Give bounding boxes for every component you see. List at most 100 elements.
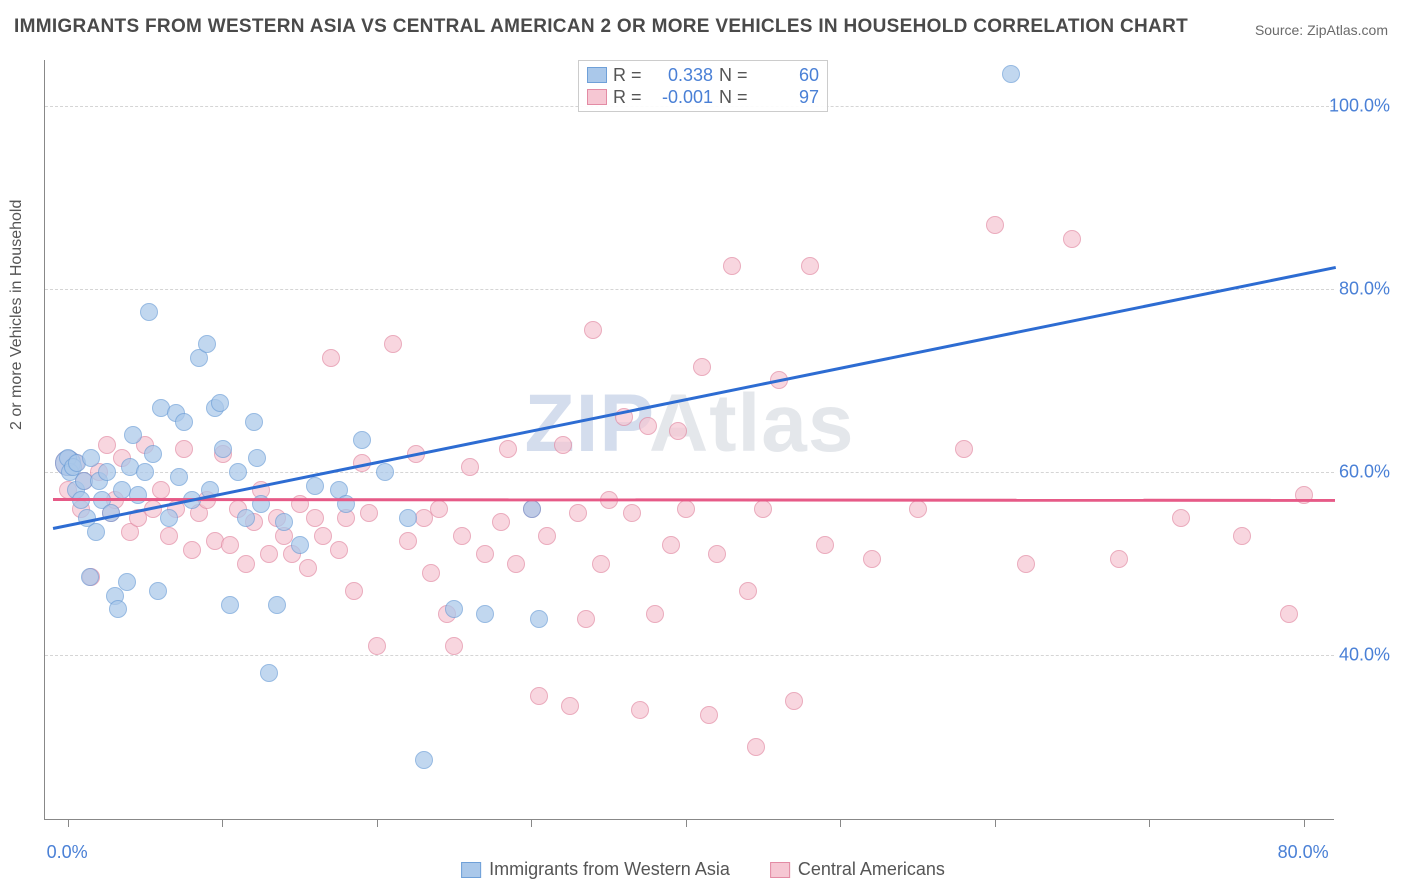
correlation-legend-row-pink: R = -0.001 N = 97: [587, 86, 819, 108]
scatter-point-pink: [1280, 605, 1298, 623]
scatter-point-pink: [422, 564, 440, 582]
scatter-point-pink: [399, 532, 417, 550]
legend-n-value-blue: 60: [755, 64, 819, 86]
scatter-point-pink: [237, 555, 255, 573]
scatter-point-pink: [708, 545, 726, 563]
scatter-point-pink: [554, 436, 572, 454]
scatter-point-blue: [306, 477, 324, 495]
legend-r-label: R =: [613, 64, 643, 86]
scatter-point-pink: [863, 550, 881, 568]
scatter-point-blue: [214, 440, 232, 458]
scatter-point-pink: [662, 536, 680, 554]
scatter-point-pink: [530, 687, 548, 705]
legend-swatch-pink: [770, 862, 790, 878]
scatter-point-pink: [669, 422, 687, 440]
legend-n-value-pink: 97: [755, 86, 819, 108]
scatter-point-pink: [1017, 555, 1035, 573]
scatter-point-pink: [646, 605, 664, 623]
series-legend-label-blue: Immigrants from Western Asia: [489, 859, 730, 880]
scatter-point-pink: [955, 440, 973, 458]
scatter-point-blue: [175, 413, 193, 431]
x-tick: [531, 819, 532, 827]
x-tick: [1149, 819, 1150, 827]
scatter-point-pink: [1172, 509, 1190, 527]
scatter-point-blue: [445, 600, 463, 618]
legend-swatch-blue: [587, 67, 607, 83]
scatter-point-blue: [87, 523, 105, 541]
scatter-point-pink: [299, 559, 317, 577]
scatter-point-blue: [160, 509, 178, 527]
scatter-point-pink: [639, 417, 657, 435]
scatter-point-blue: [291, 536, 309, 554]
scatter-point-pink: [183, 541, 201, 559]
scatter-point-pink: [577, 610, 595, 628]
correlation-legend: R = 0.338 N = 60 R = -0.001 N = 97: [578, 60, 828, 112]
y-axis-label: 2 or more Vehicles in Household: [8, 200, 26, 430]
scatter-point-blue: [211, 394, 229, 412]
scatter-point-blue: [221, 596, 239, 614]
x-tick: [222, 819, 223, 827]
scatter-point-pink: [785, 692, 803, 710]
scatter-point-blue: [82, 449, 100, 467]
series-legend-item-pink: Central Americans: [770, 859, 945, 880]
scatter-point-pink: [453, 527, 471, 545]
scatter-point-pink: [160, 527, 178, 545]
scatter-point-pink: [98, 436, 116, 454]
y-tick-label: 40.0%: [1339, 645, 1390, 666]
scatter-point-pink: [623, 504, 641, 522]
scatter-point-pink: [445, 637, 463, 655]
scatter-point-pink: [152, 481, 170, 499]
scatter-point-blue: [144, 445, 162, 463]
scatter-point-pink: [345, 582, 363, 600]
scatter-point-blue: [98, 463, 116, 481]
scatter-point-blue: [245, 413, 263, 431]
scatter-point-pink: [476, 545, 494, 563]
scatter-point-pink: [754, 500, 772, 518]
scatter-point-pink: [677, 500, 695, 518]
y-tick-label: 100.0%: [1329, 95, 1390, 116]
scatter-point-pink: [1063, 230, 1081, 248]
scatter-point-pink: [492, 513, 510, 531]
plot-area: ZIPAtlas: [44, 60, 1334, 820]
scatter-point-blue: [198, 335, 216, 353]
correlation-legend-row-blue: R = 0.338 N = 60: [587, 64, 819, 86]
y-tick-label: 80.0%: [1339, 278, 1390, 299]
scatter-point-blue: [260, 664, 278, 682]
scatter-point-pink: [360, 504, 378, 522]
scatter-point-pink: [430, 500, 448, 518]
scatter-point-pink: [314, 527, 332, 545]
legend-swatch-blue: [461, 862, 481, 878]
x-tick: [1304, 819, 1305, 827]
scatter-point-pink: [175, 440, 193, 458]
scatter-point-blue: [140, 303, 158, 321]
legend-n-label: N =: [719, 86, 749, 108]
scatter-point-pink: [631, 701, 649, 719]
scatter-point-pink: [221, 536, 239, 554]
legend-r-label: R =: [613, 86, 643, 108]
y-tick-label: 60.0%: [1339, 462, 1390, 483]
gridline-h: [45, 289, 1334, 290]
trend-line-pink: [53, 498, 1335, 501]
x-tick: [686, 819, 687, 827]
scatter-point-pink: [499, 440, 517, 458]
scatter-point-blue: [399, 509, 417, 527]
watermark: ZIPAtlas: [525, 377, 855, 471]
scatter-point-pink: [561, 697, 579, 715]
legend-r-value-blue: 0.338: [649, 64, 713, 86]
scatter-point-pink: [700, 706, 718, 724]
scatter-point-blue: [476, 605, 494, 623]
scatter-point-pink: [739, 582, 757, 600]
x-tick-label: 80.0%: [1278, 842, 1329, 863]
source-attribution: Source: ZipAtlas.com: [1255, 22, 1388, 38]
chart-title: IMMIGRANTS FROM WESTERN ASIA VS CENTRAL …: [14, 16, 1188, 38]
scatter-point-pink: [569, 504, 587, 522]
scatter-point-blue: [118, 573, 136, 591]
scatter-point-pink: [723, 257, 741, 275]
scatter-point-blue: [275, 513, 293, 531]
scatter-point-blue: [268, 596, 286, 614]
x-tick: [995, 819, 996, 827]
scatter-point-pink: [330, 541, 348, 559]
x-tick-label: 0.0%: [47, 842, 88, 863]
scatter-point-pink: [693, 358, 711, 376]
scatter-point-pink: [592, 555, 610, 573]
